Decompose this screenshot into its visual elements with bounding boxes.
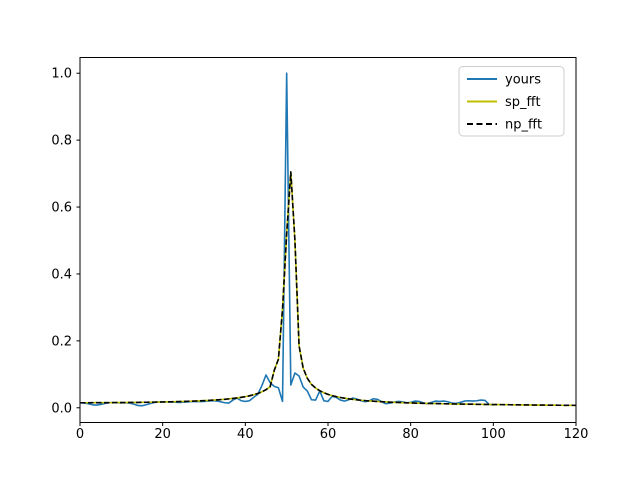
y-axis-tick-label: 1.0 [51,67,72,82]
x-axis-tick-label: 0 [76,427,84,442]
legend-box [458,66,565,137]
x-axis-tick-label: 20 [154,427,171,442]
y-axis-tick-label: 0.4 [51,267,72,282]
legend-label-sp_fft: sp_fft [505,95,541,110]
legend-label-yours: yours [505,73,541,88]
x-axis-tick-label: 60 [320,427,337,442]
x-axis-tick-label: 120 [564,427,589,442]
y-axis-tick-label: 0.8 [51,134,72,149]
y-axis-tick-label: 0.2 [51,334,72,349]
x-axis-tick-label: 100 [481,427,506,442]
legend-label-np_fft: np_fft [505,118,542,133]
x-axis-tick-label: 40 [237,427,254,442]
x-axis-tick-label: 80 [402,427,419,442]
y-axis-tick-label: 0.0 [51,401,72,416]
y-axis-tick-label: 0.6 [51,201,72,216]
series-line-np_fft [80,171,577,407]
